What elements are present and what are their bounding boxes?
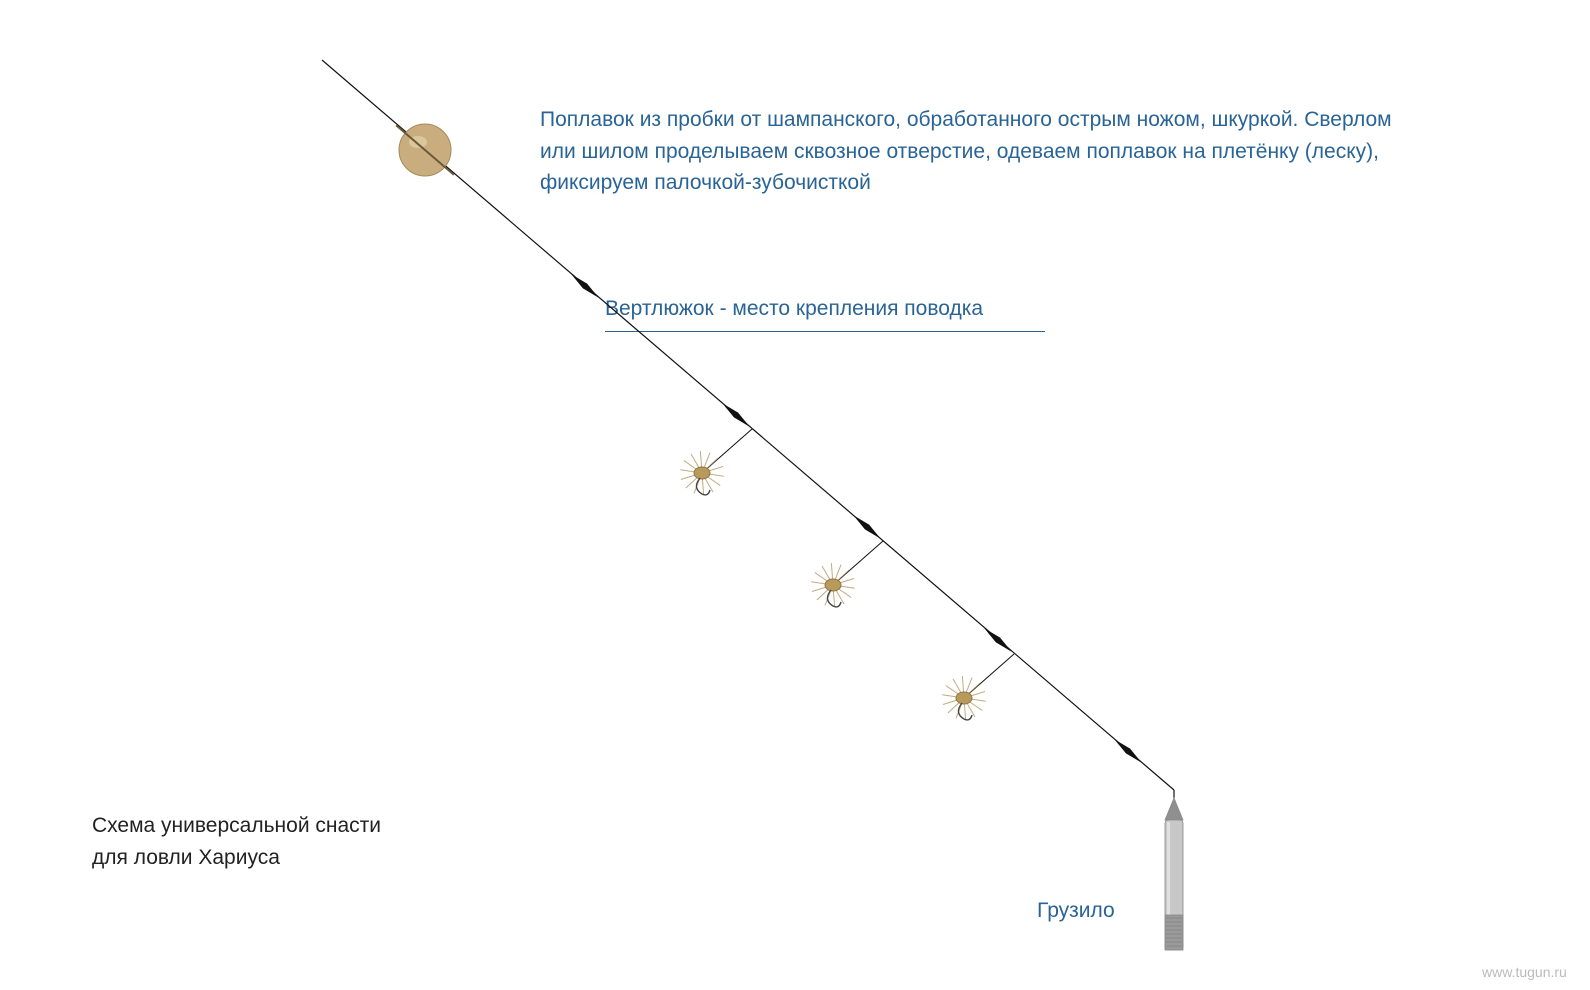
sinker-band [1165, 915, 1183, 950]
fly-body [956, 692, 972, 704]
fly-hackle [837, 570, 849, 581]
fly-hackle [706, 458, 718, 469]
fly-body [694, 467, 710, 479]
sinker-tip [1165, 798, 1183, 820]
fly-hackle [833, 591, 834, 607]
fly-hackle [704, 453, 710, 468]
fly-hackle [702, 479, 703, 495]
fly-hackle [708, 467, 723, 472]
fly-hackle [835, 565, 841, 580]
swivel [853, 515, 880, 538]
rig-svg [0, 0, 1590, 990]
fly-hackle [839, 579, 854, 584]
fly-lure [942, 654, 1014, 720]
fly-lure [811, 541, 883, 607]
fly-hackle [968, 683, 980, 694]
swivel [1114, 739, 1141, 762]
fly-hackle [962, 676, 963, 692]
fly-hackle [966, 678, 972, 693]
fly-hackle [812, 587, 827, 592]
fly-hackle [700, 451, 701, 467]
fly-hackle [831, 563, 832, 579]
fly-hackle [943, 700, 958, 705]
fly-hackle [964, 704, 965, 720]
fly-hackle [970, 692, 985, 697]
fly-body [825, 579, 841, 591]
swivel [722, 403, 749, 426]
swivel [984, 628, 1011, 651]
fly-lure [680, 429, 752, 495]
fly-hackle [681, 475, 696, 480]
diagram-canvas: Поплавок из пробки от шампанского, обраб… [0, 0, 1590, 990]
swivel [571, 274, 598, 297]
